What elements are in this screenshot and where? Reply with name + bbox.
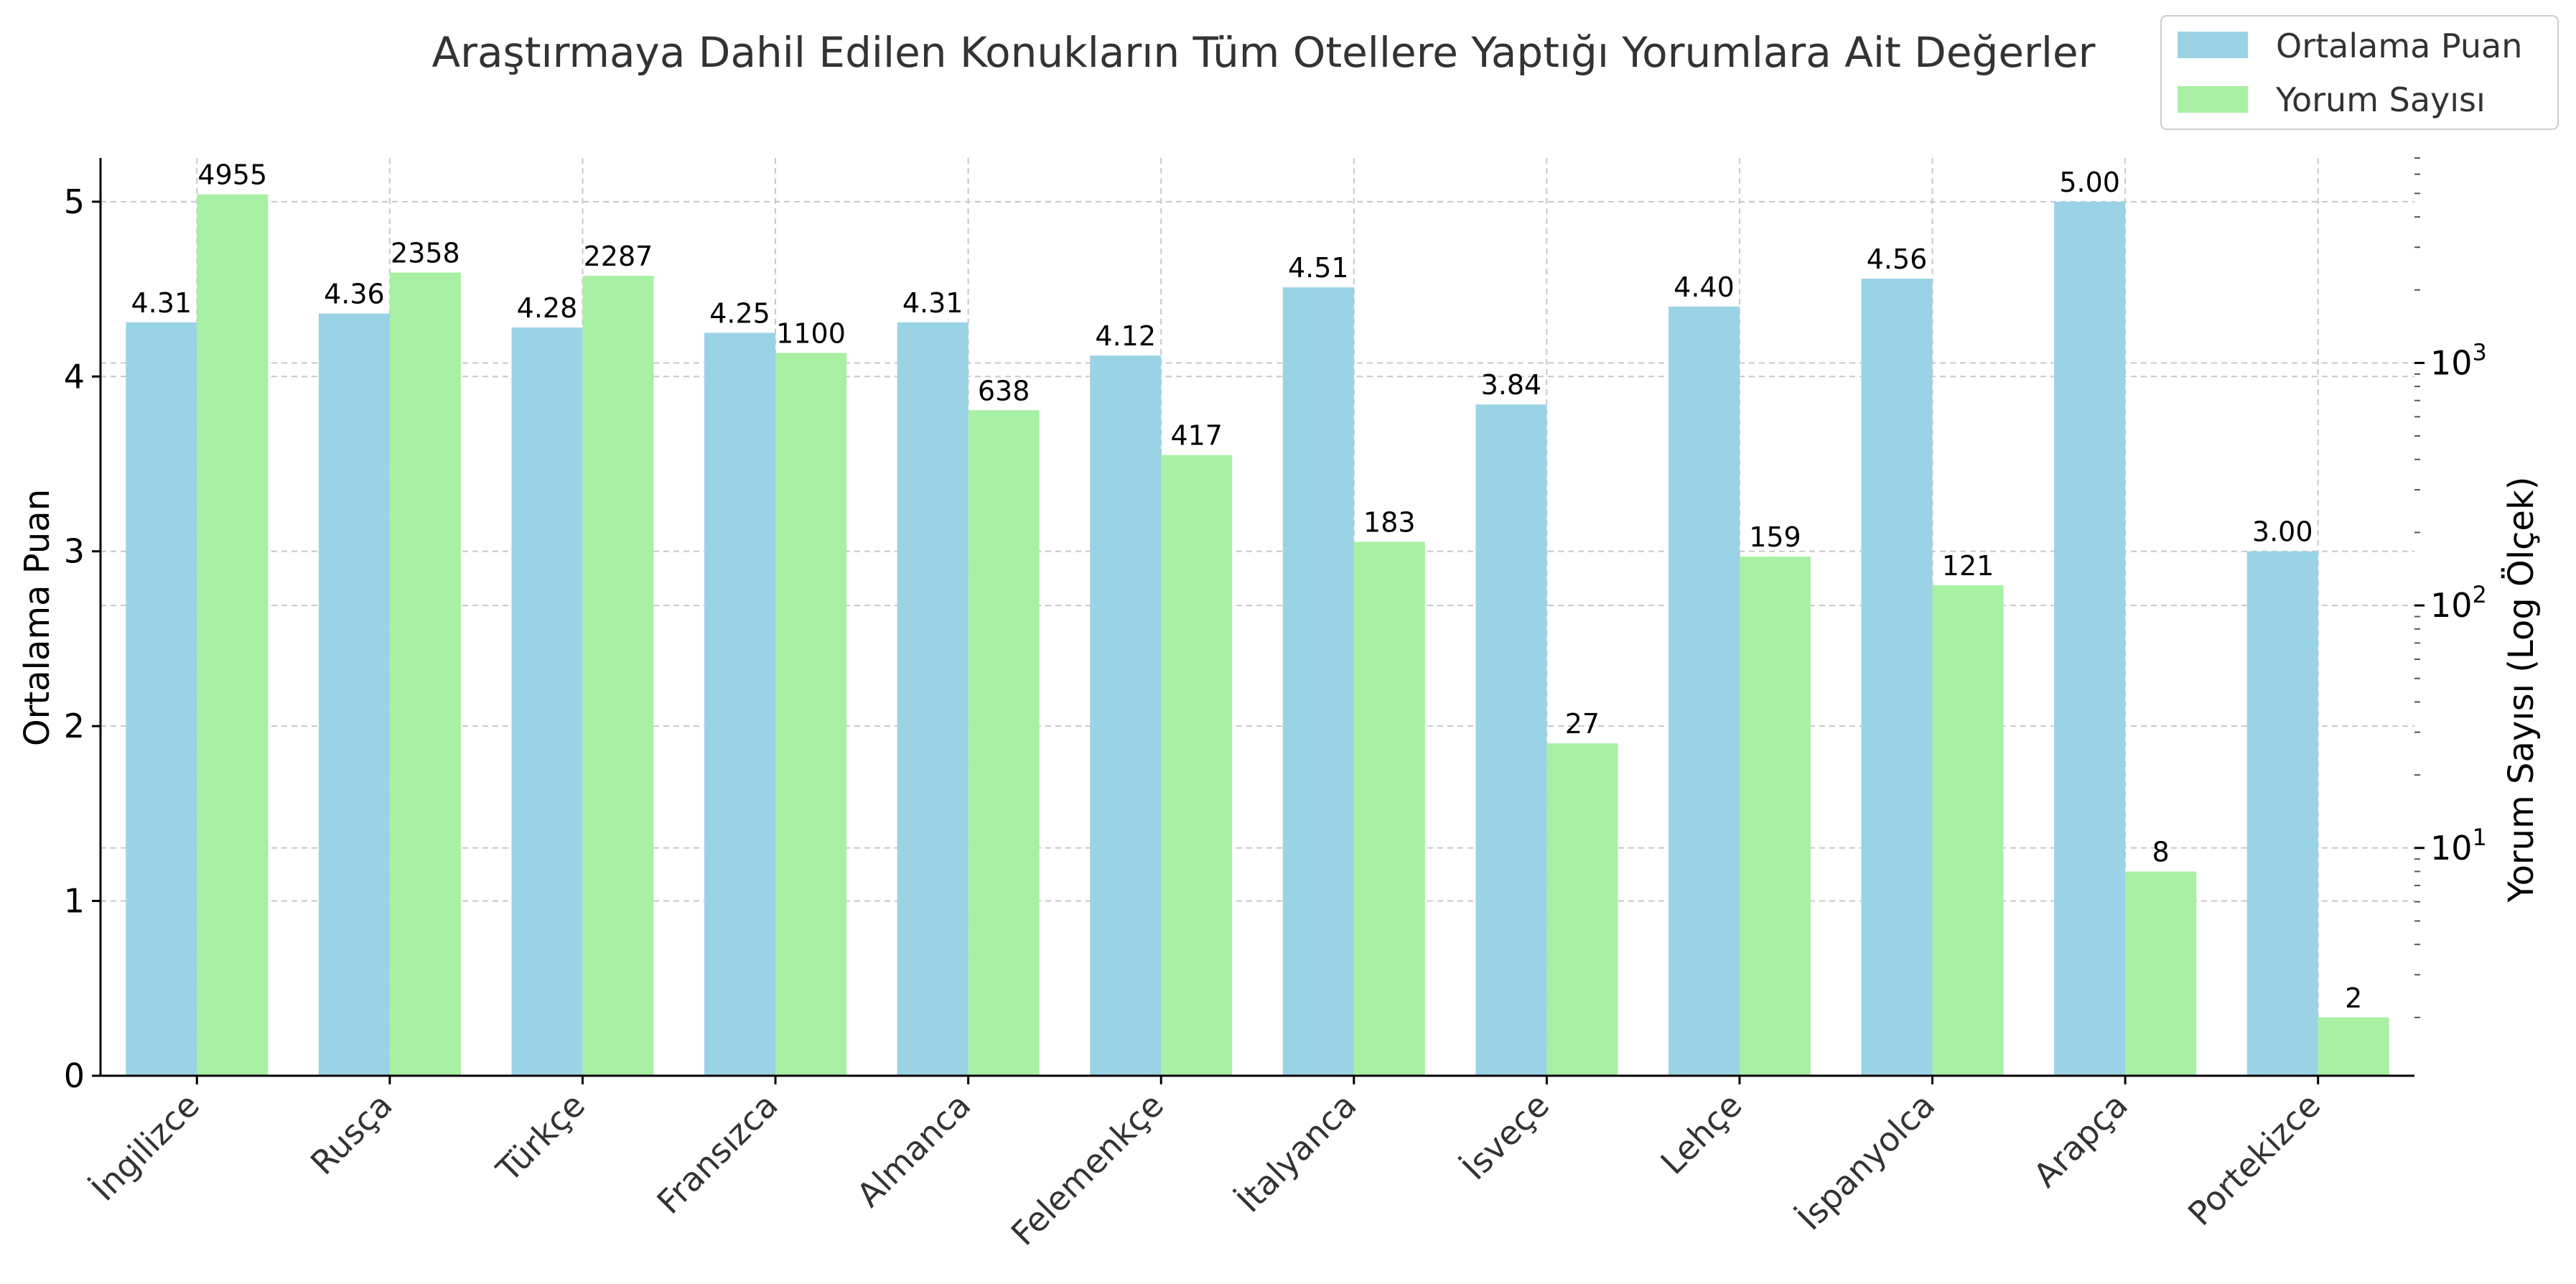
bar-ortalama-puan-almanca xyxy=(897,322,969,1076)
bar-yorum-sayisi-rusca xyxy=(389,272,461,1076)
legend-swatch-yorum-sayisi xyxy=(2178,86,2248,113)
bar-yorum-sayisi-italyanca xyxy=(1353,541,1425,1076)
x-tick-label-rusca: Rusça xyxy=(303,1086,400,1183)
data-label-yorum-sayisi: 4955 xyxy=(197,159,267,191)
x-tick-label-felemenkce: Felemenkçe xyxy=(1004,1086,1171,1253)
bar-ortalama-puan-ispanyolca xyxy=(1861,278,1933,1076)
data-label-yorum-sayisi: 1100 xyxy=(776,317,846,349)
data-label-ortalama-puan: 4.56 xyxy=(1867,243,1928,275)
data-label-ortalama-puan: 4.25 xyxy=(709,297,770,329)
data-label-ortalama-puan: 4.31 xyxy=(131,287,192,319)
y2-tick-exponent: 2 xyxy=(2473,581,2487,608)
bar-yorum-sayisi-ispanyolca xyxy=(1932,585,2004,1076)
bar-ortalama-puan-isvece xyxy=(1475,404,1547,1076)
bar-yorum-sayisi-portekizce xyxy=(2318,1017,2389,1076)
data-label-yorum-sayisi: 8 xyxy=(2152,837,2170,868)
legend-label-yorum-sayisi: Yorum Sayısı xyxy=(2275,80,2486,119)
bar-ortalama-puan-rusca xyxy=(318,313,390,1076)
x-tick-label-arapca: Arapça xyxy=(2026,1086,2135,1195)
bar-ortalama-puan-fransizca xyxy=(704,332,776,1076)
data-label-yorum-sayisi: 183 xyxy=(1363,506,1416,538)
y2-axis-label: Yorum Sayısı (Log Ölçek) xyxy=(2501,477,2542,903)
y-tick-label: 2 xyxy=(64,707,85,745)
bar-yorum-sayisi-fransizca xyxy=(775,353,847,1076)
y-tick-label: 5 xyxy=(64,182,85,221)
y2-tick-base: 10 xyxy=(2430,586,2473,625)
bar-ortalama-puan-portekizce xyxy=(2246,551,2318,1076)
data-label-ortalama-puan: 4.31 xyxy=(902,287,963,319)
y-tick-label: 4 xyxy=(64,357,85,396)
legend: Ortalama Puan Yorum Sayısı xyxy=(2160,15,2559,130)
y-tick-label: 0 xyxy=(64,1056,85,1095)
x-tick-label-turkce: Türkçe xyxy=(488,1086,592,1190)
bar-ortalama-puan-felemenkce xyxy=(1090,355,1162,1076)
y2-tick-exponent: 1 xyxy=(2473,824,2487,851)
x-tick-label-fransizca: Fransızca xyxy=(649,1086,785,1222)
bar-ortalama-puan-turkce xyxy=(511,327,583,1076)
data-label-yorum-sayisi: 417 xyxy=(1170,420,1223,452)
data-label-ortalama-puan: 4.40 xyxy=(1674,271,1735,303)
bar-yorum-sayisi-isvece xyxy=(1546,743,1618,1076)
bar-ortalama-puan-italyanca xyxy=(1282,287,1354,1076)
data-label-ortalama-puan: 3.00 xyxy=(2252,516,2313,548)
chart-title: Araştırmaya Dahil Edilen Konukların Tüm … xyxy=(431,28,2095,77)
bar-yorum-sayisi-ingilizce xyxy=(197,194,269,1076)
y2-tick-label: 101 xyxy=(2430,824,2487,867)
y-axis-label: Ortalama Puan xyxy=(17,489,57,746)
x-tick-label-almanca: Almanca xyxy=(849,1086,979,1215)
data-label-ortalama-puan: 4.12 xyxy=(1095,320,1156,352)
bar-yorum-sayisi-arapca xyxy=(2125,871,2197,1076)
y2-tick-base: 10 xyxy=(2430,829,2473,867)
bar-ortalama-puan-ingilizce xyxy=(126,322,197,1076)
bars xyxy=(126,194,2389,1076)
legend-label-ortalama-puan: Ortalama Puan xyxy=(2276,27,2522,65)
x-tick-label-italyanca: İtalyanca xyxy=(1229,1086,1363,1220)
bar-ortalama-puan-arapca xyxy=(2054,201,2126,1076)
data-label-yorum-sayisi: 2 xyxy=(2345,982,2362,1014)
y2-tick-base: 10 xyxy=(2430,343,2473,382)
data-label-yorum-sayisi: 2358 xyxy=(391,238,460,269)
x-tick-label-ispanyolca: İspanyolca xyxy=(1790,1086,1942,1238)
legend-frame xyxy=(2160,15,2559,130)
data-label-yorum-sayisi: 27 xyxy=(1565,708,1600,740)
bar-yorum-sayisi-lehce xyxy=(1739,557,1811,1076)
data-label-yorum-sayisi: 121 xyxy=(1942,550,1994,582)
data-label-yorum-sayisi: 159 xyxy=(1749,521,1801,553)
y2-tick-label: 103 xyxy=(2430,338,2487,382)
data-label-ortalama-puan: 4.36 xyxy=(324,279,385,310)
data-label-yorum-sayisi: 2287 xyxy=(584,241,653,272)
legend-swatch-ortalama-puan xyxy=(2178,32,2248,58)
x-tick-label-ingilizce: İngilizce xyxy=(84,1086,207,1209)
bar-ortalama-puan-lehce xyxy=(1668,306,1740,1076)
y-tick-label: 3 xyxy=(64,532,85,571)
bar-yorum-sayisi-felemenkce xyxy=(1161,455,1233,1076)
x-tick-label-portekizce: Portekizce xyxy=(2180,1086,2328,1234)
bar-yorum-sayisi-almanca xyxy=(968,410,1040,1076)
y2-tick-exponent: 3 xyxy=(2473,338,2487,366)
data-label-ortalama-puan: 4.51 xyxy=(1288,252,1349,284)
data-label-ortalama-puan: 3.84 xyxy=(1481,369,1542,401)
y-tick-label: 1 xyxy=(64,882,85,921)
x-tick-label-isvece: İsveçe xyxy=(1455,1086,1557,1188)
data-label-ortalama-puan: 5.00 xyxy=(2059,167,2120,198)
data-label-yorum-sayisi: 638 xyxy=(978,375,1030,406)
data-label-ortalama-puan: 4.28 xyxy=(517,292,578,324)
x-tick-label-lehce: Lehçe xyxy=(1653,1086,1749,1182)
y2-tick-label: 102 xyxy=(2430,581,2487,625)
bar-yorum-sayisi-turkce xyxy=(582,276,654,1076)
